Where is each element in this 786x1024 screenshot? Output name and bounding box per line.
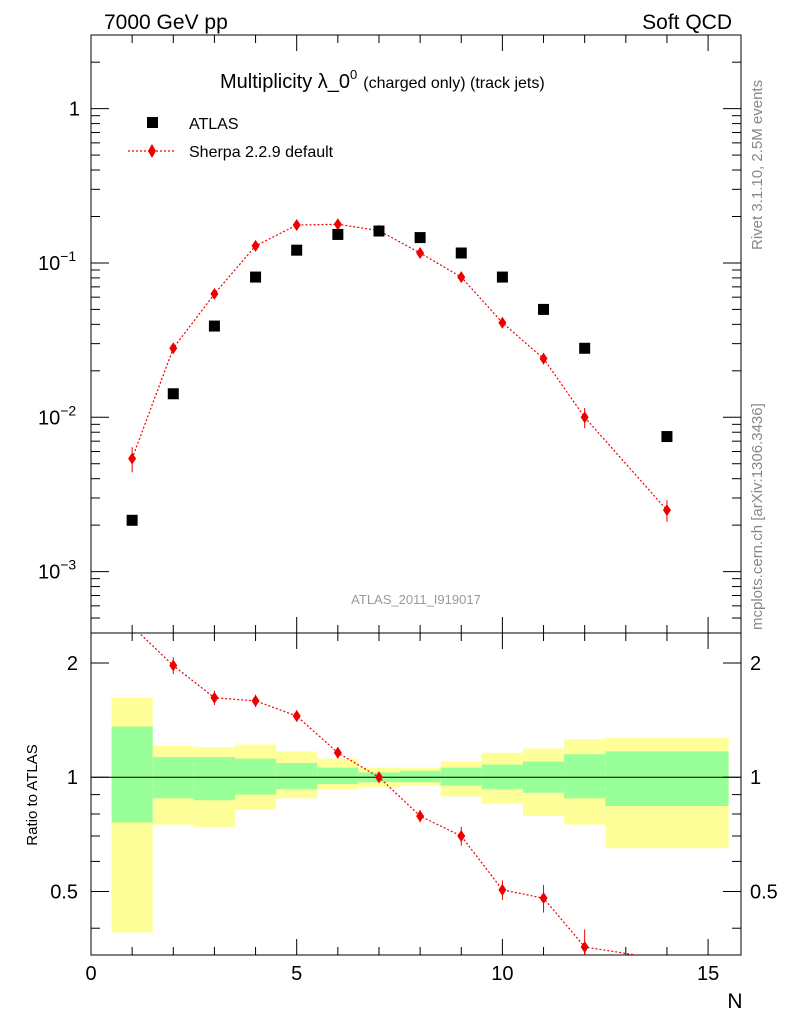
ratio-clip-group xyxy=(138,633,640,955)
atlas-point xyxy=(126,514,138,526)
legend-atlas-marker xyxy=(147,117,158,128)
ratio-y-tick-label-right: 1 xyxy=(750,767,761,789)
ratio-point xyxy=(539,892,548,905)
atlas-point xyxy=(208,320,220,332)
green-band-7 xyxy=(399,770,441,783)
sherpa-point xyxy=(416,247,425,260)
ratio-point xyxy=(416,810,425,823)
main-y-tick-label: 1 xyxy=(69,99,80,121)
ratio-y-tick-label-right: 0.5 xyxy=(750,881,778,903)
ratio-point xyxy=(251,694,260,707)
green-band-4 xyxy=(276,763,318,790)
sherpa-point xyxy=(662,504,671,517)
ratio-point xyxy=(292,710,301,723)
x-tick-label: 10 xyxy=(491,963,513,985)
sherpa-point xyxy=(333,218,342,231)
legend-atlas-label: ATLAS xyxy=(189,116,239,133)
ratio-point xyxy=(210,691,219,704)
atlas-point xyxy=(455,247,467,259)
ratio-plot-frame xyxy=(90,632,742,956)
sherpa-point xyxy=(539,352,548,365)
atlas-point xyxy=(291,244,303,256)
green-band-5 xyxy=(317,767,359,784)
sherpa-point xyxy=(128,452,137,465)
ratio-y-axis-title: Ratio to ATLAS xyxy=(24,744,41,845)
sherpa-point xyxy=(498,316,507,329)
green-band-2 xyxy=(193,757,235,801)
x-tick-label: 15 xyxy=(697,963,719,985)
x-tick-label: 5 xyxy=(291,963,302,985)
atlas-point xyxy=(661,431,673,443)
x-axis-title: N xyxy=(727,990,742,1013)
ratio-y-tick-label-left: 2 xyxy=(67,653,78,675)
main-data xyxy=(126,218,673,526)
sherpa-point xyxy=(169,342,178,355)
green-band-8 xyxy=(440,767,482,786)
ratio-point xyxy=(580,940,589,953)
ratio-data xyxy=(138,633,640,955)
green-band-12 xyxy=(605,751,729,806)
legend-sherpa-marker xyxy=(148,144,156,158)
sherpa-point xyxy=(580,411,589,424)
atlas-point xyxy=(167,388,179,400)
ratio-point xyxy=(457,830,466,843)
ratio-point xyxy=(374,771,383,784)
sherpa-point xyxy=(457,271,466,284)
green-band-3 xyxy=(234,758,277,795)
atlas-point xyxy=(538,303,550,315)
atlas-point xyxy=(579,342,591,354)
rivet-version-label: Rivet 3.1.10, 2.5M events xyxy=(749,80,766,250)
main-y-tick-label: 10−2 xyxy=(38,402,76,429)
green-band-0 xyxy=(111,726,153,823)
atlas-point xyxy=(332,228,344,240)
atlas-point xyxy=(250,271,262,283)
sherpa-point xyxy=(292,219,301,232)
x-tick-label: 0 xyxy=(85,963,96,985)
analysis-watermark: ATLAS_2011_I919017 xyxy=(351,592,481,607)
ratio-point xyxy=(169,659,178,672)
green-band-11 xyxy=(564,754,606,799)
sherpa-point xyxy=(251,239,260,252)
ratio-y-tick-label-right: 2 xyxy=(750,653,761,675)
ratio-point xyxy=(498,883,507,896)
legend-sherpa-label: Sherpa 2.2.9 default xyxy=(189,144,334,161)
ratio-y-tick-label-left: 0.5 xyxy=(50,881,78,903)
mcplots-credit-label: mcplots.cern.ch [arXiv:1306.3436] xyxy=(749,403,766,630)
atlas-point xyxy=(496,271,508,283)
ratio-bands xyxy=(91,697,741,933)
ratio-point xyxy=(333,746,342,759)
sherpa-point xyxy=(210,287,219,300)
atlas-point xyxy=(373,225,385,237)
axes: 0 5 10 15 1 10−1 10−2 10−3 0.5 0.5 1 1 2 2 xyxy=(38,34,778,985)
header-category: Soft QCD xyxy=(642,11,732,34)
main-y-tick-label: 10−1 xyxy=(38,248,76,275)
ratio-y-tick-label-left: 1 xyxy=(67,767,78,789)
atlas-point xyxy=(414,232,426,244)
main-y-tick-label: 10−3 xyxy=(38,557,76,584)
plot-title: Multiplicity λ_00(charged only) (track j… xyxy=(220,67,545,93)
sherpa-line xyxy=(131,223,668,511)
header-energy: 7000 GeV pp xyxy=(104,11,228,34)
